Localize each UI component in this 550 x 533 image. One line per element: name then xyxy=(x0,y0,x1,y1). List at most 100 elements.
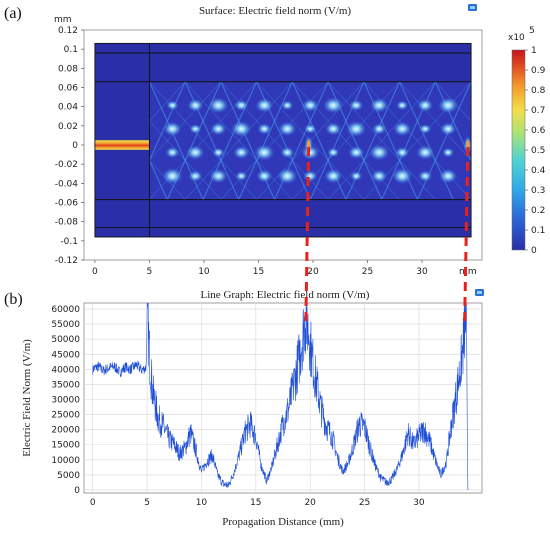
line-y-label: Electric Field Norm (V/m) xyxy=(21,339,33,457)
intensity-spot xyxy=(392,168,413,185)
colorbar-exponent: 5 xyxy=(529,26,535,36)
intensity-spot xyxy=(212,147,225,158)
heatmap-field xyxy=(0,42,472,238)
intensity-spot xyxy=(189,124,202,134)
line-y-tick-label: 15000 xyxy=(51,441,80,451)
intensity-spot xyxy=(281,100,294,111)
line-y-axis: 0 5000 10000 15000 20000 25000 30000 35000 40000… xyxy=(51,305,80,496)
intensity-spot xyxy=(257,123,272,135)
intensity-spot xyxy=(233,146,250,159)
intensity-spot xyxy=(442,147,455,158)
heatmap-y-tick-label: -0.04 xyxy=(55,179,79,189)
heatmap-x-axis: 0 5 10 15 20 25 30 mm xyxy=(92,260,477,277)
intensity-spot xyxy=(255,98,274,113)
heatmap-y-tick-label: 0.06 xyxy=(58,84,78,94)
line-y-tick-label: 45000 xyxy=(51,350,80,360)
beam-line xyxy=(0,82,42,200)
heatmap-y-tick-label: 0.1 xyxy=(64,45,78,55)
colorbar-tick-label: 0.8 xyxy=(531,86,546,96)
heatmap-x-tick-label: 0 xyxy=(92,267,98,277)
line-y-tick-label: 10000 xyxy=(51,456,80,466)
intensity-spot xyxy=(302,98,319,112)
intensity-spot xyxy=(208,97,229,114)
intensity-spot xyxy=(210,122,227,136)
colorbar-tick-label: 1 xyxy=(531,46,537,56)
export-icon-2[interactable] xyxy=(475,289,484,296)
line-y-tick-label: 50000 xyxy=(51,335,80,345)
colorbar-multiplier: x10 xyxy=(508,33,525,43)
beam-line xyxy=(149,81,222,161)
line-chart-title: Line Graph: Electric field norm (V/m) xyxy=(201,289,370,301)
heatmap-title: Surface: Electric field norm (V/m) xyxy=(199,5,351,17)
intensity-spot xyxy=(231,120,252,137)
colorbar-tick-label: 0.6 xyxy=(531,126,546,136)
line-y-tick-label: 40000 xyxy=(51,365,80,375)
panel-b-label: (b) xyxy=(4,291,23,308)
line-x-tick-label: 5 xyxy=(144,498,150,508)
line-y-tick-label: 0 xyxy=(74,486,80,496)
intensity-spot xyxy=(369,144,390,161)
line-x-tick-label: 30 xyxy=(413,498,425,508)
beam-line xyxy=(149,120,222,200)
intensity-spot xyxy=(418,170,433,182)
line-series-group xyxy=(92,303,469,491)
heatmap-y-tick-label: 0.04 xyxy=(58,103,78,113)
line-y-tick-label: 5000 xyxy=(57,471,80,481)
colorbar xyxy=(511,49,526,251)
line-y-tick-label: 30000 xyxy=(51,396,80,406)
heatmap-y-unit: mm xyxy=(54,15,72,25)
intensity-spot xyxy=(440,122,457,136)
input-waveguide-core xyxy=(94,140,150,150)
intensity-spot xyxy=(393,121,412,137)
heatmap-y-tick-label: -0.1 xyxy=(60,237,78,247)
intensity-spot xyxy=(187,98,204,112)
line-y-tick-label: 60000 xyxy=(51,305,80,315)
colorbar-tick-label: 0.4 xyxy=(531,166,546,176)
beam-line xyxy=(149,81,186,122)
intensity-spot xyxy=(372,123,387,135)
intensity-spot xyxy=(256,169,273,183)
beam-line xyxy=(0,82,6,200)
intensity-spot xyxy=(349,99,364,111)
beam-line xyxy=(0,82,24,200)
colorbar-tick-label: 0.5 xyxy=(531,146,545,156)
line-x-label: Propagation Distance (mm) xyxy=(222,516,344,528)
beam-line xyxy=(0,82,42,200)
intensity-spot xyxy=(371,169,388,183)
beam-line xyxy=(327,81,436,200)
intensity-spot xyxy=(280,146,295,159)
intensity-spot xyxy=(396,100,409,111)
colorbar-tick-label: 0.2 xyxy=(531,206,545,216)
intensity-spot xyxy=(278,121,297,137)
heatmap-y-tick-label: 0.02 xyxy=(58,122,78,132)
intensity-spot xyxy=(419,124,432,134)
intensity-spot xyxy=(417,98,434,112)
line-x-tick-label: 15 xyxy=(250,498,261,508)
beam-line xyxy=(238,81,293,200)
intensity-spot xyxy=(348,146,365,159)
heatmap-y-tick-label: -0.06 xyxy=(55,199,79,209)
heatmap-y-tick-label: 0.12 xyxy=(58,26,78,36)
line-x-tick-label: 0 xyxy=(90,498,96,508)
heatmap-x-tick-label: 20 xyxy=(307,267,319,277)
line-y-tick-label: 20000 xyxy=(51,426,80,436)
beam-line xyxy=(184,81,293,200)
beam-line xyxy=(149,159,168,200)
heatmap-y-tick-label: -0.08 xyxy=(55,218,79,228)
heatmap-x-unit: mm xyxy=(459,267,477,277)
heatmap-x-tick-label: 10 xyxy=(198,267,210,277)
beam-line xyxy=(184,81,293,200)
intensity-spot xyxy=(325,122,342,136)
heatmap-x-tick-label: 30 xyxy=(416,267,428,277)
colorbar-tick-label: 0.7 xyxy=(531,106,545,116)
intensity-spot xyxy=(162,168,183,185)
line-x-tick-label: 10 xyxy=(196,498,208,508)
line-x-tick-label: 20 xyxy=(304,498,316,508)
beam-line xyxy=(470,81,472,83)
heatmap-y-tick-label: -0.02 xyxy=(55,160,78,170)
intensity-spot xyxy=(163,121,182,137)
intensity-spot xyxy=(416,145,435,160)
export-icon[interactable] xyxy=(468,4,477,11)
intensity-spot xyxy=(438,97,459,114)
beam-line xyxy=(149,81,186,162)
